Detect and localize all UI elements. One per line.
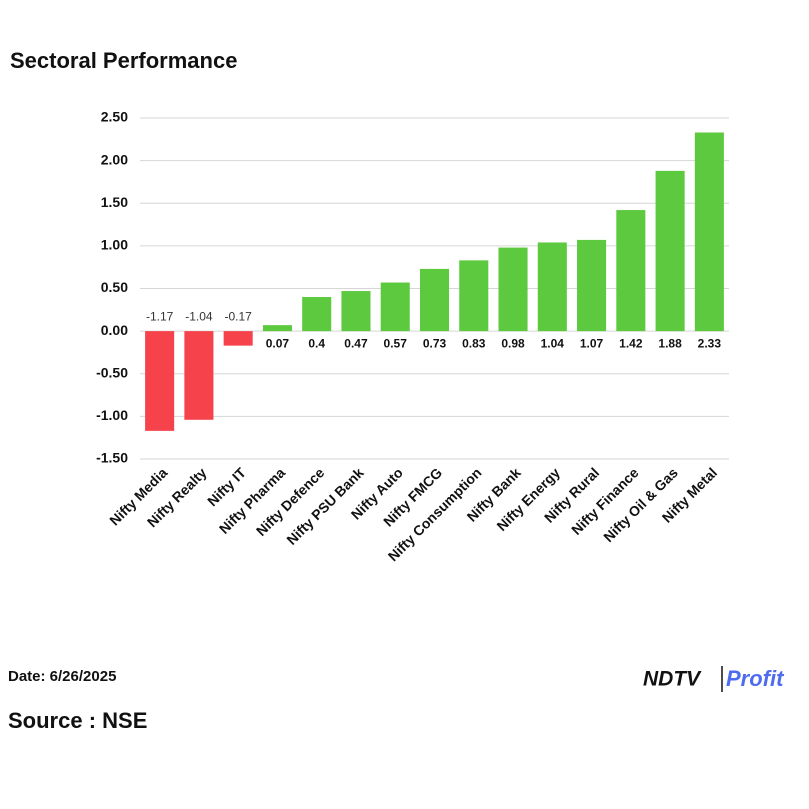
value-label: 1.07 bbox=[580, 336, 604, 350]
bar bbox=[223, 331, 253, 346]
value-label: -0.17 bbox=[224, 309, 252, 323]
y-tick-label: -1.50 bbox=[96, 450, 128, 466]
bar bbox=[577, 239, 607, 332]
bar bbox=[262, 325, 292, 332]
x-tick-label: Nifty Defence bbox=[253, 464, 328, 539]
value-label: -1.04 bbox=[185, 309, 213, 323]
bar bbox=[459, 260, 489, 332]
y-tick-label: -1.00 bbox=[96, 407, 128, 423]
bar bbox=[184, 331, 214, 420]
logo-brand: NDTV bbox=[643, 668, 702, 691]
value-label: 1.42 bbox=[619, 336, 643, 350]
y-tick-label: 2.50 bbox=[101, 109, 128, 125]
chart-title: Sectoral Performance bbox=[10, 48, 237, 73]
bar bbox=[537, 242, 567, 332]
bar bbox=[498, 247, 528, 332]
y-tick-label: 0.50 bbox=[101, 279, 128, 295]
value-label: 1.04 bbox=[541, 336, 565, 350]
logo-product: Profit bbox=[726, 666, 785, 691]
date: Date: 6/26/2025 bbox=[8, 668, 116, 685]
bar bbox=[655, 170, 685, 332]
y-tick-label: 1.00 bbox=[101, 237, 128, 253]
y-tick-label: 1.50 bbox=[101, 194, 128, 210]
value-label: 0.73 bbox=[423, 336, 447, 350]
bar bbox=[341, 291, 371, 332]
y-tick-label: 0.00 bbox=[101, 322, 128, 338]
bar bbox=[616, 210, 646, 332]
value-label: 1.88 bbox=[658, 336, 682, 350]
value-label: 0.83 bbox=[462, 336, 486, 350]
bar bbox=[694, 132, 724, 332]
bar bbox=[145, 331, 175, 431]
bar bbox=[380, 282, 410, 332]
value-label: 0.07 bbox=[266, 336, 290, 350]
source: Source : NSE bbox=[8, 708, 147, 733]
y-tick-label: 2.00 bbox=[101, 151, 128, 167]
value-label: 0.4 bbox=[308, 336, 325, 350]
value-label: -1.17 bbox=[146, 309, 174, 323]
bar bbox=[302, 297, 332, 332]
value-label: 0.57 bbox=[384, 336, 408, 350]
value-label: 0.47 bbox=[344, 336, 368, 350]
y-tick-label: -0.50 bbox=[96, 364, 128, 380]
value-label: 0.98 bbox=[501, 336, 525, 350]
bar bbox=[419, 268, 450, 332]
value-label: 2.33 bbox=[698, 336, 722, 350]
